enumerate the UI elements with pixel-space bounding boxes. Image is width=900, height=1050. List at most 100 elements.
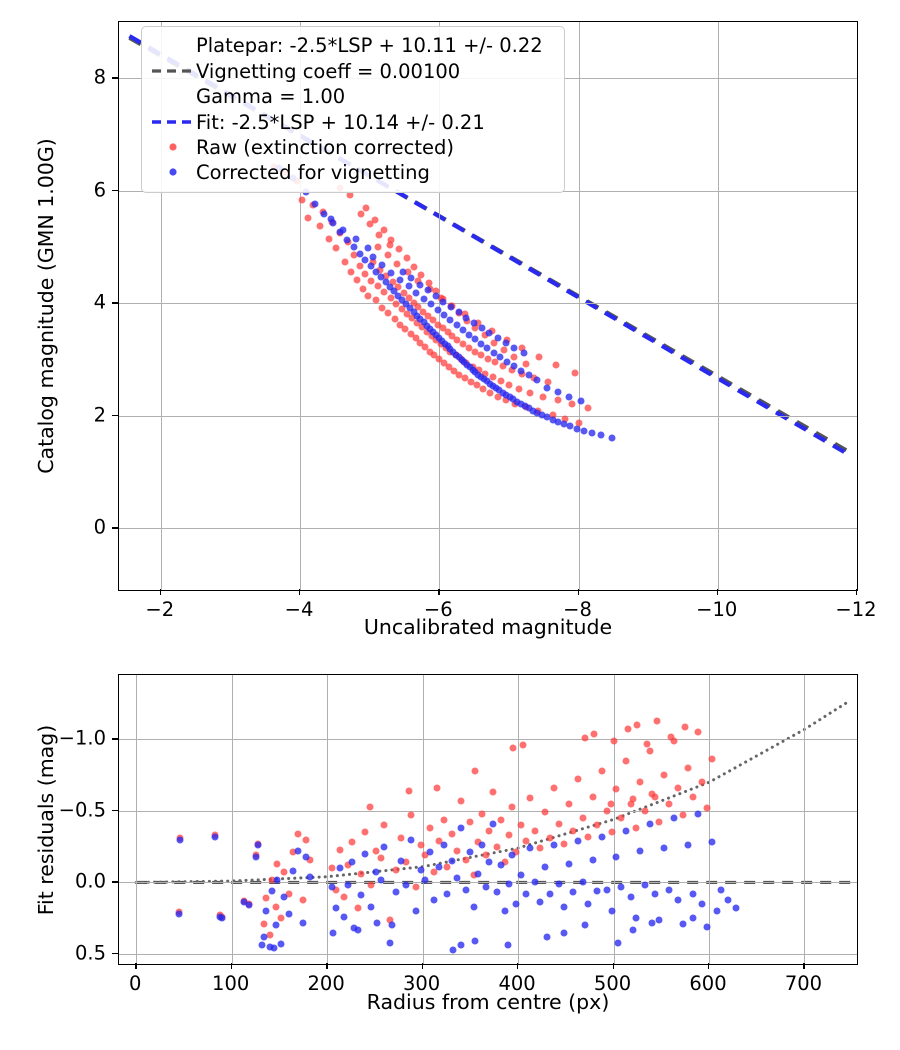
x-tick-label: −6 [423, 598, 453, 621]
scatter-point [708, 838, 716, 846]
scatter-point [414, 303, 422, 311]
scatter-point [304, 214, 312, 222]
scatter-point [466, 818, 474, 826]
scatter-point [444, 328, 452, 336]
scatter-point [450, 367, 458, 375]
scatter-point [632, 914, 639, 922]
scatter-point [350, 924, 358, 932]
scatter-point [428, 332, 436, 340]
scatter-point [403, 254, 411, 262]
scatter-point [536, 898, 544, 906]
scatter-point [612, 785, 620, 793]
scatter-point [339, 226, 347, 234]
scatter-point [512, 848, 520, 856]
scatter-point [651, 890, 659, 898]
x-tick-label: 600 [689, 972, 727, 995]
scatter-point [254, 841, 262, 849]
scatter-point [483, 344, 491, 352]
scatter-point [396, 321, 404, 329]
scatter-point [403, 310, 411, 318]
scatter-point [679, 811, 687, 819]
y-tick-mark [112, 881, 118, 883]
legend-label-platepar: Platepar: -2.5*LSP + 10.11 +/- 0.22 [196, 34, 543, 57]
scatter-point [474, 319, 482, 327]
scatter-point [273, 860, 281, 868]
scatter-point [362, 204, 370, 212]
scatter-point [525, 371, 533, 379]
scatter-point [346, 191, 354, 199]
gridline-vertical [231, 675, 233, 964]
scatter-point [424, 286, 432, 294]
scatter-point [260, 933, 268, 941]
scatter-point [459, 326, 467, 334]
scatter-point [660, 844, 668, 852]
scatter-point [325, 235, 333, 242]
scatter-point [393, 260, 401, 268]
scatter-point [332, 244, 340, 252]
scatter-point [698, 900, 706, 908]
scatter-point [272, 921, 280, 929]
scatter-point [565, 860, 573, 868]
gridline-vertical [709, 675, 711, 964]
scatter-point [211, 833, 219, 841]
scatter-point [526, 794, 534, 802]
scatter-point [412, 289, 420, 296]
x-tick-label: 700 [784, 972, 823, 995]
scatter-point [417, 866, 425, 874]
scatter-point [294, 830, 302, 838]
gridline-vertical [717, 22, 719, 590]
scatter-point [470, 319, 478, 327]
scatter-point [302, 853, 310, 861]
scatter-point [372, 847, 380, 855]
scatter-point [397, 857, 405, 865]
scatter-point [481, 370, 489, 378]
scatter-point [612, 853, 620, 861]
scatter-point [565, 800, 573, 808]
scatter-point [550, 841, 558, 849]
scatter-point [465, 344, 472, 352]
scatter-point [584, 404, 592, 412]
scatter-point [392, 866, 400, 874]
scatter-point [412, 883, 420, 891]
scatter-point [453, 874, 461, 882]
scatter-point [430, 868, 438, 876]
scatter-point [294, 847, 302, 855]
y-tick-label: 0 [93, 515, 106, 539]
y-tick-mark [112, 952, 118, 955]
scatter-point [426, 824, 434, 832]
scatter-point [372, 868, 380, 876]
scatter-point [344, 881, 352, 889]
scatter-point [402, 858, 410, 866]
scatter-point [493, 888, 501, 896]
y-tick-label: 0.0 [74, 869, 106, 893]
legend-entry-corrected: Corrected for vignetting [150, 160, 554, 185]
scatter-point [380, 226, 388, 234]
scatter-point [382, 278, 390, 286]
scatter-point [580, 427, 588, 435]
scatter-point [648, 919, 656, 926]
scatter-point [651, 793, 659, 801]
scatter-point [380, 821, 388, 829]
scatter-point [617, 814, 625, 822]
scatter-point [648, 790, 656, 798]
scatter-point [641, 807, 649, 815]
gridline-horizontal [119, 953, 857, 955]
scatter-point [328, 883, 336, 891]
scatter-point [501, 907, 509, 915]
scatter-point [329, 219, 337, 227]
y-tick-mark [112, 189, 118, 192]
scatter-point [266, 931, 274, 939]
scatter-point [353, 276, 361, 284]
scatter-point [306, 873, 314, 881]
scatter-point [387, 269, 395, 277]
scatter-point [462, 856, 470, 864]
scatter-point [477, 340, 485, 348]
scatter-point [543, 413, 551, 421]
scatter-point [419, 308, 427, 316]
gridline-horizontal [119, 303, 857, 305]
scatter-point [717, 886, 725, 894]
top-plot-y-axis-label: Catalog magnitude (GMN 1.00G) [34, 138, 58, 474]
scatter-point [505, 831, 513, 839]
scatter-point [361, 270, 369, 278]
scatter-point [670, 814, 678, 822]
